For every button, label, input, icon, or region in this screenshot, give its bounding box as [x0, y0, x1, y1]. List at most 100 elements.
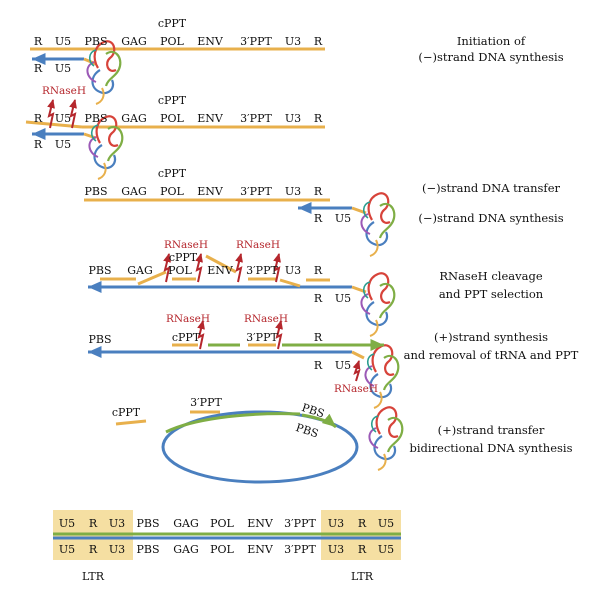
step1-label-gag: GAG [121, 35, 147, 48]
step2-label-u3: U3 [285, 112, 301, 125]
step5-group: RNaseH RNaseH RNaseH PBS cPPT 3′PPT R R … [88, 313, 400, 410]
step4-trna-icon [360, 272, 396, 338]
step4-label-gag: GAG [127, 264, 153, 277]
step2-label-pol: POL [160, 112, 184, 125]
step4-rnaseh-bolt3 [235, 253, 243, 283]
step6-circular-dna [161, 410, 359, 484]
step4-label-u5-minus: U5 [335, 292, 351, 305]
final-top-r-right: R [358, 517, 367, 530]
step1-label-u5: U5 [55, 35, 71, 48]
step2-label-cppt: cPPT [158, 94, 187, 107]
final-top-3ppt: 3′PPT [284, 517, 316, 530]
step5-label-r: R [314, 331, 323, 344]
caption-step2: (−)strand DNA transfer [422, 181, 560, 195]
step6-label-pbs-plus: PBS [300, 401, 326, 420]
final-dna-group: U5 R U3 PBS GAG POL ENV 3′PPT U3 R U5 U5… [53, 510, 401, 583]
step1-label-r3: R [314, 35, 323, 48]
caption-step5-line1: (+)strand synthesis [434, 330, 548, 344]
step6-group: cPPT 3′PPT PBS PBS [112, 396, 404, 484]
step2-label-u5-minus: U5 [55, 138, 71, 151]
final-bot-u3-left: U3 [109, 543, 125, 556]
step5-label-r-minus: R [314, 359, 323, 372]
step4-label-3ppt: 3′PPT [246, 264, 278, 277]
step2-label-env: ENV [197, 112, 224, 125]
step2-rnaseh-bolt1 [47, 99, 55, 129]
step4-rnaseh-bolt4 [273, 253, 281, 283]
step3-label-u3: U3 [285, 185, 301, 198]
step4-rna-frag3 [205, 254, 237, 274]
step2-label-r5: R [34, 112, 43, 125]
step1-label-pol: POL [160, 35, 184, 48]
step1-label-env: ENV [197, 35, 224, 48]
step5-trna-icon [364, 344, 400, 410]
step1-label-u5-minus: U5 [55, 62, 71, 75]
step4-label-r-minus: R [314, 292, 323, 305]
step4-label-pbs: PBS [88, 264, 111, 277]
caption-step1-line2: (−)strand DNA synthesis [418, 50, 563, 64]
step1-label-cppt: cPPT [158, 17, 187, 30]
step3-group: PBS GAG cPPT POL ENV 3′PPT U3 R R U5 [84, 167, 396, 258]
caption-step6-line2: bidirectional DNA synthesis [409, 441, 572, 455]
caption-step4-line1: RNaseH cleavage [439, 269, 542, 283]
final-bot-r-right: R [358, 543, 367, 556]
step4-label-cppt: cPPT [169, 251, 198, 264]
step6-cppt-fragment [115, 419, 147, 426]
step5-trna-stem [351, 350, 365, 360]
final-top-u3-left: U3 [109, 517, 125, 530]
step4-group: RNaseH RNaseH PBS GAG cPPT POL ENV 3′PPT… [88, 239, 396, 338]
step2-label-gag: GAG [121, 112, 147, 125]
step2-rnaseh-bolt2 [69, 99, 77, 129]
final-top-pol: POL [210, 517, 234, 530]
step4-rna-frag4 [279, 278, 301, 288]
step3-label-cppt: cPPT [158, 167, 187, 180]
final-bot-u5-left: U5 [59, 543, 75, 556]
step1-group: R U5 PBS GAG cPPT POL ENV 3′PPT U3 R R U… [30, 17, 325, 106]
step6-label-cppt: cPPT [112, 406, 141, 419]
step1-label-3ppt: 3′PPT [240, 35, 272, 48]
ltr-label-left: LTR [82, 570, 105, 583]
step2-label-pbs: PBS [84, 112, 107, 125]
ltr-label-right: LTR [351, 570, 374, 583]
step3-label-env: ENV [197, 185, 224, 198]
step4-label-u3: U3 [285, 264, 301, 277]
step6-label-pbs-minus: PBS [294, 421, 320, 440]
caption-step1-line1: Initiation of [457, 34, 526, 48]
step6-plus-dna-arc1 [165, 412, 301, 434]
step5-label-cppt: cPPT [172, 331, 201, 344]
step3-label-3ppt: 3′PPT [240, 185, 272, 198]
step3-label-pol: POL [160, 185, 184, 198]
step6-label-3ppt: 3′PPT [190, 396, 222, 409]
step3-label-pbs: PBS [84, 185, 107, 198]
step2-label-u5: U5 [55, 112, 71, 125]
caption-step4-line2: and PPT selection [439, 287, 544, 301]
step4-rnaseh-label2: RNaseH [236, 239, 280, 251]
step5-rnaseh-bolt3 [352, 360, 361, 382]
step1-label-r-minus: R [34, 62, 43, 75]
step1-trna-icon [86, 40, 122, 106]
step4-label-pol: POL [168, 264, 192, 277]
final-bot-u5-right: U5 [378, 543, 394, 556]
final-top-gag: GAG [173, 517, 199, 530]
step4-rna-frag2 [137, 270, 167, 286]
step3-label-r: R [314, 185, 323, 198]
step4-label-r: R [314, 264, 323, 277]
final-bot-r-left: R [89, 543, 98, 556]
step1-label-r5: R [34, 35, 43, 48]
step-captions: Initiation of (−)strand DNA synthesis (−… [404, 34, 579, 455]
step3-label-r-minus: R [314, 212, 323, 225]
step4-rnaseh-bolt1 [163, 253, 171, 283]
step5-rnaseh-label3: RNaseH [334, 383, 378, 395]
step2-label-r-minus: R [34, 138, 43, 151]
caption-step3: (−)strand DNA synthesis [418, 211, 563, 225]
final-top-u5-right: U5 [378, 517, 394, 530]
final-top-pbs: PBS [136, 517, 159, 530]
final-bot-env: ENV [247, 543, 274, 556]
step3-label-gag: GAG [121, 185, 147, 198]
step2-group: RNaseH R U5 PBS GAG cPPT POL ENV 3′PPT U… [25, 85, 325, 181]
step1-label-u3: U3 [285, 35, 301, 48]
step3-trna-icon [360, 192, 396, 258]
final-top-u5-left: U5 [59, 517, 75, 530]
final-bot-gag: GAG [173, 543, 199, 556]
step5-label-u5-minus: U5 [335, 359, 351, 372]
